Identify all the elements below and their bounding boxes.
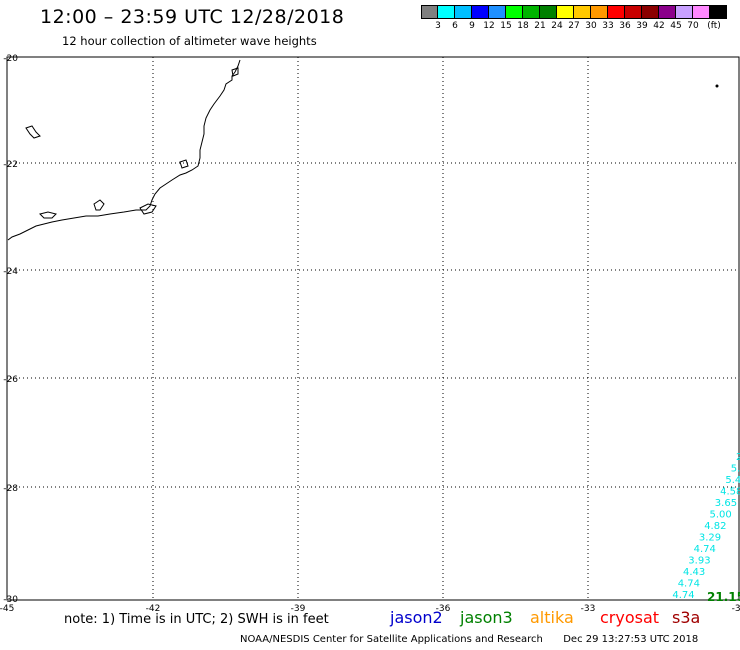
legend-swatch [540, 5, 557, 19]
legend-label: 45 [670, 21, 682, 31]
lagoon [179, 159, 189, 169]
satellite-jason2: jason2 [390, 608, 443, 627]
legend-swatch [710, 5, 727, 19]
legend-swatch [455, 5, 472, 19]
lat-label: -26 [3, 375, 18, 385]
units-note: note: 1) Time is in UTC; 2) SWH is in fe… [64, 612, 329, 627]
legend-swatch [591, 5, 608, 19]
legend-label: 36 [619, 21, 631, 31]
legend-swatch [642, 5, 659, 19]
map-subtitle: 12 hour collection of altimeter wave hei… [62, 34, 317, 48]
island-ilha-grande [39, 211, 57, 219]
satellite-s3a: s3a [672, 608, 701, 627]
legend-label: 21 [534, 21, 546, 31]
legend-label: 27 [568, 21, 580, 31]
lat-label: -30 [3, 595, 18, 605]
legend-label: 30 [585, 21, 597, 31]
legend-label: 15 [500, 21, 512, 31]
lat-label: -22 [3, 160, 18, 170]
legend-swatch [557, 5, 574, 19]
island-sao-sebastiao [93, 199, 105, 211]
lat-label: -20 [3, 54, 18, 64]
legend-swatches [421, 5, 727, 19]
track-value: 5.4 [725, 475, 740, 486]
lon-label: -45 [0, 604, 14, 614]
legend-label: 39 [636, 21, 648, 31]
timestamp-text: Dec 29 13:27:53 UTC 2018 [563, 634, 699, 645]
legend-label: 42 [653, 21, 665, 31]
altimeter-track: 25.5.44.583.655.004.823.294.743.934.434.… [672, 452, 740, 604]
lon-label: -30 [732, 604, 740, 614]
axis-labels: -20-22-24-26-28-30-45-42-39-36-33-30 [0, 54, 740, 614]
track-value: 5. [731, 464, 740, 475]
track-value: 4.74 [694, 544, 716, 555]
map-title: 12:00 – 23:59 UTC 12/28/2018 [40, 6, 345, 28]
track-value: 2 [736, 452, 740, 463]
lon-label: -42 [146, 604, 161, 614]
legend-swatch [506, 5, 523, 19]
legend-swatch [693, 5, 710, 19]
legend-swatch [676, 5, 693, 19]
lat-label: -28 [3, 484, 18, 494]
island-north [25, 125, 41, 139]
legend-swatch [625, 5, 642, 19]
map-frame [6, 56, 740, 601]
legend-label: 6 [452, 21, 458, 31]
lon-label: -33 [581, 604, 596, 614]
legend-swatch [472, 5, 489, 19]
legend-label: 24 [551, 21, 563, 31]
track-value: 3.93 [688, 556, 710, 567]
legend-label: 9 [469, 21, 475, 31]
track-value: 3.29 [699, 533, 721, 544]
track-value: 4.43 [683, 567, 705, 578]
legend-label: 70 [687, 21, 699, 31]
legend-swatch [659, 5, 676, 19]
satellite-altika: altika [530, 608, 574, 627]
legend-labels: 3 6 9 12 15 18 21 24 27 30 33 36 39 42 45 70 (ft) [421, 19, 727, 33]
grid-lines [6, 56, 740, 601]
track-value: 21.15 [707, 590, 740, 604]
bay-guanabara [139, 203, 157, 215]
legend-label: 18 [517, 21, 529, 31]
coastline [7, 59, 241, 241]
legend-swatch [608, 5, 625, 19]
legend-swatch [438, 5, 455, 19]
track-value: 4.74 [678, 579, 700, 590]
legend-swatch [489, 5, 506, 19]
lon-label: -39 [291, 604, 306, 614]
legend-swatch [523, 5, 540, 19]
track-value: 4.58 [720, 487, 740, 498]
satellite-cryosat: cryosat [600, 608, 660, 627]
trindade-island [715, 84, 719, 88]
legend-label: 3 [435, 21, 441, 31]
credit-text: NOAA/NESDIS Center for Satellite Applica… [240, 634, 543, 645]
track-value: 5.00 [710, 510, 732, 521]
legend-label: 33 [602, 21, 614, 31]
lon-label: -36 [436, 604, 451, 614]
track-value: 4.82 [704, 521, 726, 532]
legend-swatch [421, 5, 438, 19]
wave-height-legend: 3 6 9 12 15 18 21 24 27 30 33 36 39 42 45 70 (ft) [421, 5, 727, 33]
footer: NOAA/NESDIS Center for Satellite Applica… [240, 634, 698, 645]
cape-frio [231, 67, 239, 77]
brazil-coastline [7, 59, 241, 241]
track-value: 3.65 [715, 498, 737, 509]
track-value: 4.74 [672, 590, 694, 601]
legend-swatch [574, 5, 591, 19]
legend-label: 12 [483, 21, 495, 31]
satellite-jason3: jason3 [460, 608, 513, 627]
legend-label: (ft) [707, 21, 721, 31]
lat-label: -24 [3, 267, 18, 277]
